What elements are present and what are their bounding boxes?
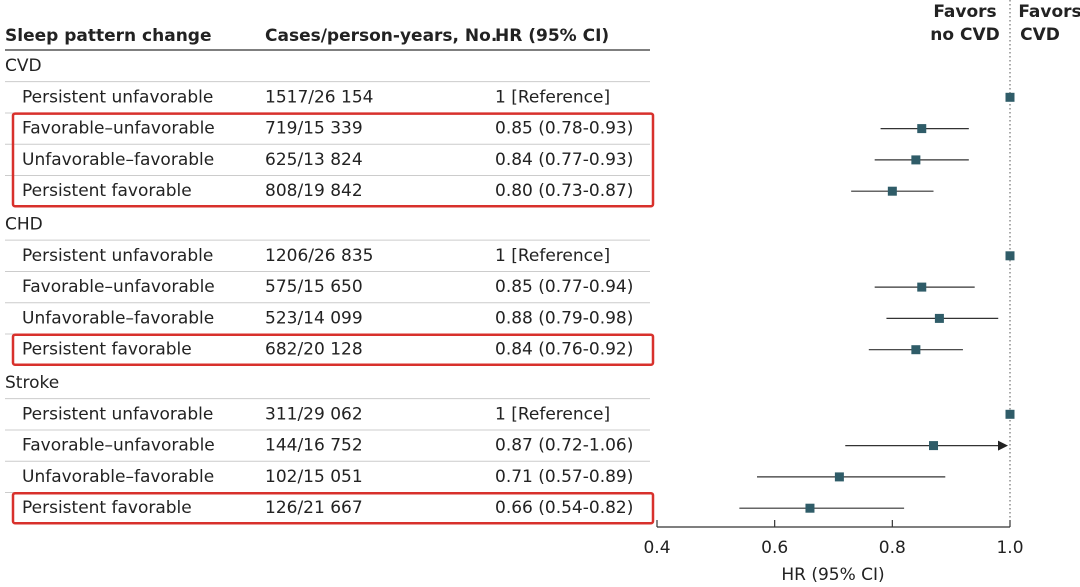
hr-label: 1 [Reference] <box>495 87 610 107</box>
hr-label: 0.84 (0.76-0.92) <box>495 340 633 360</box>
group-label: CHD <box>5 215 43 235</box>
row-label: Persistent favorable <box>22 498 192 518</box>
cases: 102/15 051 <box>265 467 363 487</box>
hr-label: 0.84 (0.77-0.93) <box>495 150 633 170</box>
hr-marker <box>929 441 939 451</box>
highlight-box <box>11 112 655 208</box>
row-label: Favorable–unfavorable <box>22 277 215 297</box>
x-tick-label: 0.4 <box>643 538 670 558</box>
hr-marker <box>911 155 921 165</box>
x-tick-label: 0.8 <box>879 538 906 558</box>
column-header: HR (95% CI) <box>495 26 609 46</box>
cases: 625/13 824 <box>265 150 363 170</box>
hr-label: 0.85 (0.78-0.93) <box>495 119 633 139</box>
hr-marker <box>1005 409 1015 419</box>
row-label: Favorable–unfavorable <box>22 436 215 456</box>
cases: 808/19 842 <box>265 181 363 201</box>
column-header: Cases/person-years, No. <box>265 26 497 46</box>
group-label: CVD <box>5 56 42 76</box>
cases: 682/20 128 <box>265 340 363 360</box>
favors-label: Favors <box>933 2 996 22</box>
row-label: Persistent favorable <box>22 181 192 201</box>
favors-label: Favors <box>1018 2 1080 22</box>
hr-marker <box>834 472 844 482</box>
row-label: Persistent favorable <box>22 340 192 360</box>
cases: 719/15 339 <box>265 119 363 139</box>
column-header: Sleep pattern change <box>5 26 212 46</box>
hr-label: 0.71 (0.57-0.89) <box>495 467 633 487</box>
cases: 126/21 667 <box>265 498 363 518</box>
hr-label: 1 [Reference] <box>495 246 610 266</box>
hr-marker <box>805 503 815 513</box>
hr-label: 0.80 (0.73-0.87) <box>495 181 633 201</box>
hr-label: 0.88 (0.79-0.98) <box>495 308 633 328</box>
hr-marker <box>1005 251 1015 261</box>
cases: 523/14 099 <box>265 308 363 328</box>
row-label: Persistent unfavorable <box>22 87 213 107</box>
ci-arrow <box>998 440 1008 451</box>
x-tick-label: 1.0 <box>996 538 1023 558</box>
hr-label: 1 [Reference] <box>495 404 610 424</box>
x-tick-label: 0.6 <box>761 538 788 558</box>
row-label: Persistent unfavorable <box>22 404 213 424</box>
row-label: Unfavorable–favorable <box>22 467 214 487</box>
favors-label: no CVD <box>930 25 999 45</box>
hr-marker <box>934 313 944 323</box>
hr-label: 0.85 (0.77-0.94) <box>495 277 633 297</box>
highlight-box <box>11 333 655 366</box>
row-label: Unfavorable–favorable <box>22 308 214 328</box>
row-label: Persistent unfavorable <box>22 246 213 266</box>
x-axis-label: HR (95% CI) <box>781 565 884 585</box>
hr-marker <box>917 124 927 134</box>
cases: 311/29 062 <box>265 404 363 424</box>
hr-marker <box>1005 92 1015 102</box>
cases: 1517/26 154 <box>265 87 373 107</box>
row-label: Unfavorable–favorable <box>22 150 214 170</box>
hr-label: 0.87 (0.72-1.06) <box>495 436 633 456</box>
hr-marker <box>911 345 921 355</box>
hr-marker <box>917 282 927 292</box>
favors-label: CVD <box>1020 25 1060 45</box>
group-label: Stroke <box>5 373 59 393</box>
hr-marker <box>887 186 897 196</box>
cases: 575/15 650 <box>265 277 363 297</box>
cases: 1206/26 835 <box>265 246 373 266</box>
highlight-box <box>11 491 655 525</box>
cases: 144/16 752 <box>265 436 363 456</box>
row-label: Favorable–unfavorable <box>22 119 215 139</box>
hr-label: 0.66 (0.54-0.82) <box>495 498 633 518</box>
